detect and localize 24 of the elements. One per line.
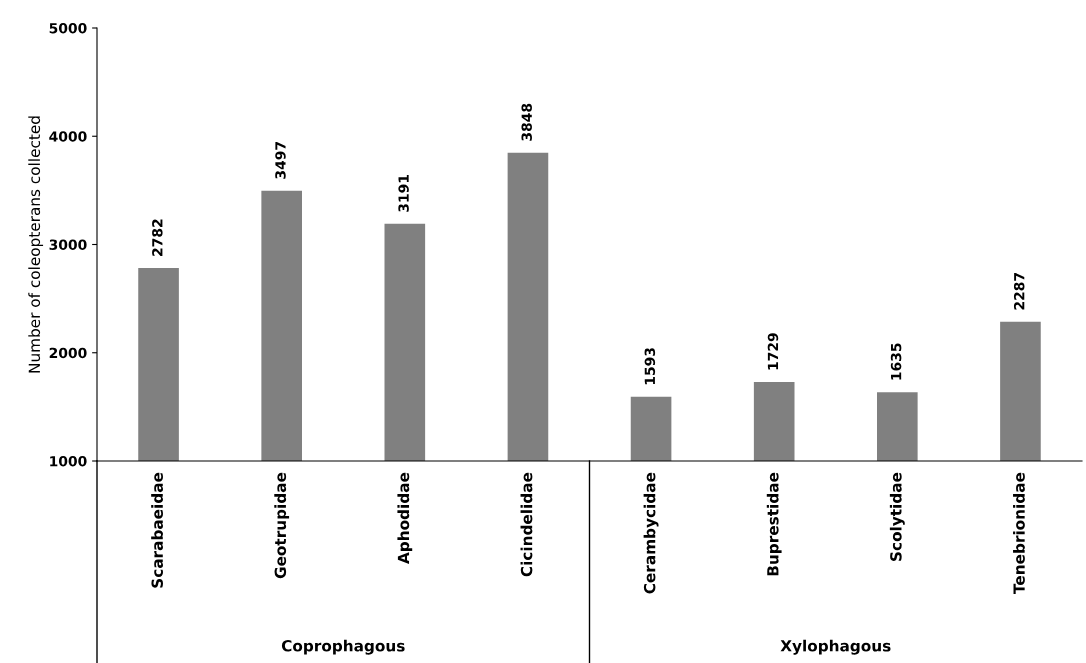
data-label: 3848 (521, 103, 532, 141)
data-label: 2287 (1013, 273, 1025, 310)
data-label: 1635 (890, 343, 902, 380)
text: Xylophagous (780, 639, 891, 655)
y-axis-title: Number of coleopterans collected (28, 116, 44, 373)
x-tick-label: Cerambycidae (643, 472, 659, 594)
data-label: 2782 (152, 219, 163, 256)
x-tick-label: Cicindelidae (520, 472, 533, 577)
x-tick-label: Buprestidae (766, 472, 782, 576)
y-tick-label: 4000 (49, 131, 87, 142)
data-label: 3191 (398, 175, 409, 212)
y-tick-label: 5000 (49, 22, 87, 34)
data-label: 1593 (644, 348, 656, 385)
x-tick-label: Scarabaeidae (151, 472, 163, 588)
x-tick-label: Scolytidae (889, 472, 905, 561)
data-label: 1729 (767, 333, 779, 370)
y-tick-label: 2000 (49, 347, 87, 359)
x-tick-label: Tenebrionidae (1013, 472, 1025, 594)
x-tick-label: Geotrupidae (274, 472, 290, 579)
data-label: 3497 (275, 142, 286, 179)
y-tick-label: 1000 (50, 455, 87, 467)
text: Coprophagous (281, 639, 405, 655)
y-tick-label: 3000 (49, 239, 87, 250)
x-tick-label: Aphodidae (397, 472, 413, 564)
